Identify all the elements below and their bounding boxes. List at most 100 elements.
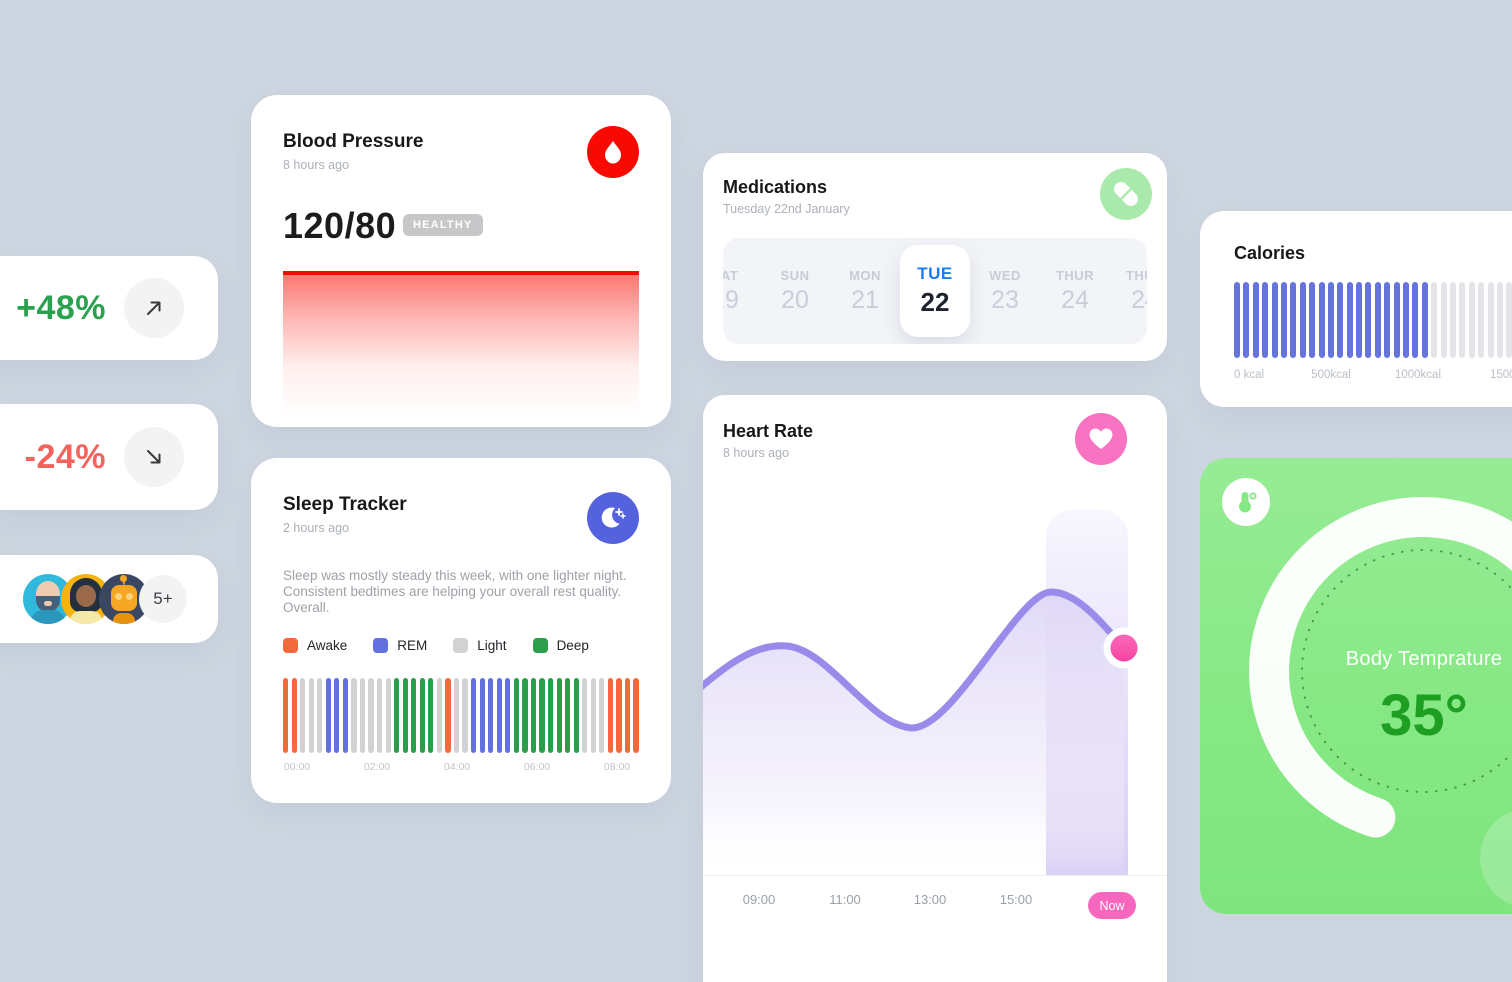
sleep-bar-light (385, 678, 391, 753)
stat-down-value: -24% (24, 437, 106, 476)
trend-up-button[interactable] (124, 278, 184, 338)
dial-dotted-circle (1301, 549, 1512, 793)
calorie-bar-empty (1459, 282, 1466, 358)
calories-scale: 0 kcal 500kcal 1000kcal 1500kcal (1234, 369, 1512, 383)
blood-pressure-chart (283, 271, 639, 417)
sleep-bar-rem (505, 678, 511, 753)
sleep-bar-awake (291, 678, 297, 753)
day-cell-sun-20[interactable]: SUN 20 (760, 238, 830, 344)
sleep-bar-awake (624, 678, 631, 753)
sleep-bar-deep (530, 678, 537, 753)
day-cell-wed-23[interactable]: WED 23 (970, 238, 1040, 344)
stat-card-up: +48% (0, 256, 218, 360)
sleep-time-axis: 00:00 02:00 04:00 06:00 08:00 (283, 761, 639, 775)
sleep-bar-deep (573, 678, 579, 753)
heart-axis-label: 09:00 (742, 892, 776, 907)
heart-axis-label: 11:00 (829, 892, 861, 907)
thermometer-icon (1222, 478, 1270, 526)
sleep-axis-label: 00:00 (283, 761, 311, 773)
sleep-bar-deep (539, 678, 545, 753)
sleep-bar-deep (428, 678, 434, 753)
trend-down-button[interactable] (124, 427, 184, 487)
day-name: TUE (917, 264, 953, 283)
day-selector: SAT 19 SUN 20 MON 21 TUE 22 WED 23 THUR 24 THUR 24 (723, 238, 1147, 344)
day-cell-tue-22[interactable]: TUE 22 (900, 245, 970, 337)
calories-card: Calories 0 kcal 500kcal 1000kcal 1500kcal (1200, 211, 1512, 407)
heart-rate-line (703, 588, 1128, 732)
blood-drop-icon (587, 126, 639, 178)
sleep-hypnogram-chart (283, 678, 639, 753)
sleep-axis-label: 04:00 (443, 761, 471, 773)
calorie-bar-empty (1478, 282, 1485, 358)
calorie-bar-empty (1449, 282, 1456, 358)
sleep-bar-light (351, 678, 357, 753)
calorie-bar-empty (1431, 282, 1438, 358)
sleep-bar-rem (488, 678, 494, 753)
calorie-bar-filled (1252, 282, 1259, 358)
sleep-bar-deep (547, 678, 554, 753)
day-cell-mon-21[interactable]: MON 21 (830, 238, 900, 344)
day-cell-sat-19[interactable]: SAT 19 (723, 238, 760, 344)
sleep-bar-rem (479, 678, 485, 753)
calorie-bar-filled (1374, 282, 1381, 358)
calorie-bar-filled (1337, 282, 1344, 358)
current-point-marker[interactable] (1103, 627, 1145, 669)
body-temperature-value: 35° (1380, 683, 1468, 748)
sleep-bar-light (317, 678, 323, 753)
stat-up-value: +48% (16, 288, 106, 327)
day-number: 24 (1131, 285, 1147, 314)
calorie-bar-filled (1393, 282, 1400, 358)
calorie-bar-filled (1262, 282, 1269, 358)
medications-card: Medications Tuesday 22nd January SAT 19 SU… (703, 153, 1167, 361)
calorie-bar-filled (1290, 282, 1297, 358)
sleep-bar-deep (565, 678, 571, 753)
heart-axis-label: 15:00 (999, 892, 1033, 907)
legend-label: Light (477, 638, 507, 653)
legend-swatch (283, 638, 298, 653)
calorie-bar-filled (1318, 282, 1325, 358)
day-number: 23 (991, 285, 1019, 314)
calorie-bar-filled (1280, 282, 1287, 358)
sleep-bar-rem (471, 678, 477, 753)
now-button[interactable]: Now (1088, 892, 1136, 919)
sleep-bar-light (368, 678, 374, 753)
heart-axis-label: 13:00 (913, 892, 947, 907)
sleep-bar-deep (411, 678, 417, 753)
day-cell-thur-24[interactable]: THUR 24 (1040, 238, 1110, 344)
calories-scale-label: 500kcal (1311, 369, 1351, 381)
more-avatars-badge[interactable]: 5+ (139, 575, 187, 623)
day-selector-strip: SAT 19 SUN 20 MON 21 TUE 22 WED 23 THUR 24 THUR 24 (723, 238, 1147, 344)
sleep-bar-deep (556, 678, 562, 753)
calorie-bar-filled (1234, 282, 1240, 358)
heart-rate-chart (703, 588, 1145, 875)
sleep-summary: Sleep was mostly steady this week, with … (283, 568, 627, 615)
care-team-card: 5+ (0, 555, 218, 643)
legend-label: Awake (307, 638, 348, 653)
day-name: SAT (723, 267, 739, 283)
sleep-legend: Awake REM Light Deep (283, 638, 589, 653)
calories-title: Calories (1234, 243, 1306, 263)
sleep-bar-light (453, 678, 460, 753)
sleep-bar-light (300, 678, 306, 753)
sleep-bar-awake (283, 678, 289, 753)
sleep-axis-label: 08:00 (603, 761, 631, 773)
day-number: 20 (781, 285, 809, 314)
day-name: THUR (1055, 267, 1095, 283)
legend-swatch (373, 638, 389, 653)
day-number: 19 (723, 285, 739, 314)
heart-rate-area (703, 592, 1124, 875)
sleep-title: Sleep Tracker (283, 494, 407, 515)
sleep-bar-awake (445, 678, 451, 753)
calories-scale-label: 0 kcal (1234, 369, 1265, 381)
calorie-bar-filled (1412, 282, 1419, 358)
sleep-bar-rem (334, 678, 340, 753)
legend-item-awake: Awake (283, 638, 347, 653)
heart-rate-timestamp: 8 hours ago (723, 446, 790, 460)
day-cell-thur-24[interactable]: THUR 24 (1110, 238, 1147, 344)
dial-ring (1249, 497, 1512, 838)
sleep-bar-light (462, 678, 468, 753)
heart-rate-card: Heart Rate 8 hours ago (703, 395, 1167, 982)
avatar-woman[interactable] (61, 574, 111, 624)
blood-pressure-timestamp: 8 hours ago (283, 158, 350, 172)
arrow-down-right-icon (147, 450, 161, 464)
